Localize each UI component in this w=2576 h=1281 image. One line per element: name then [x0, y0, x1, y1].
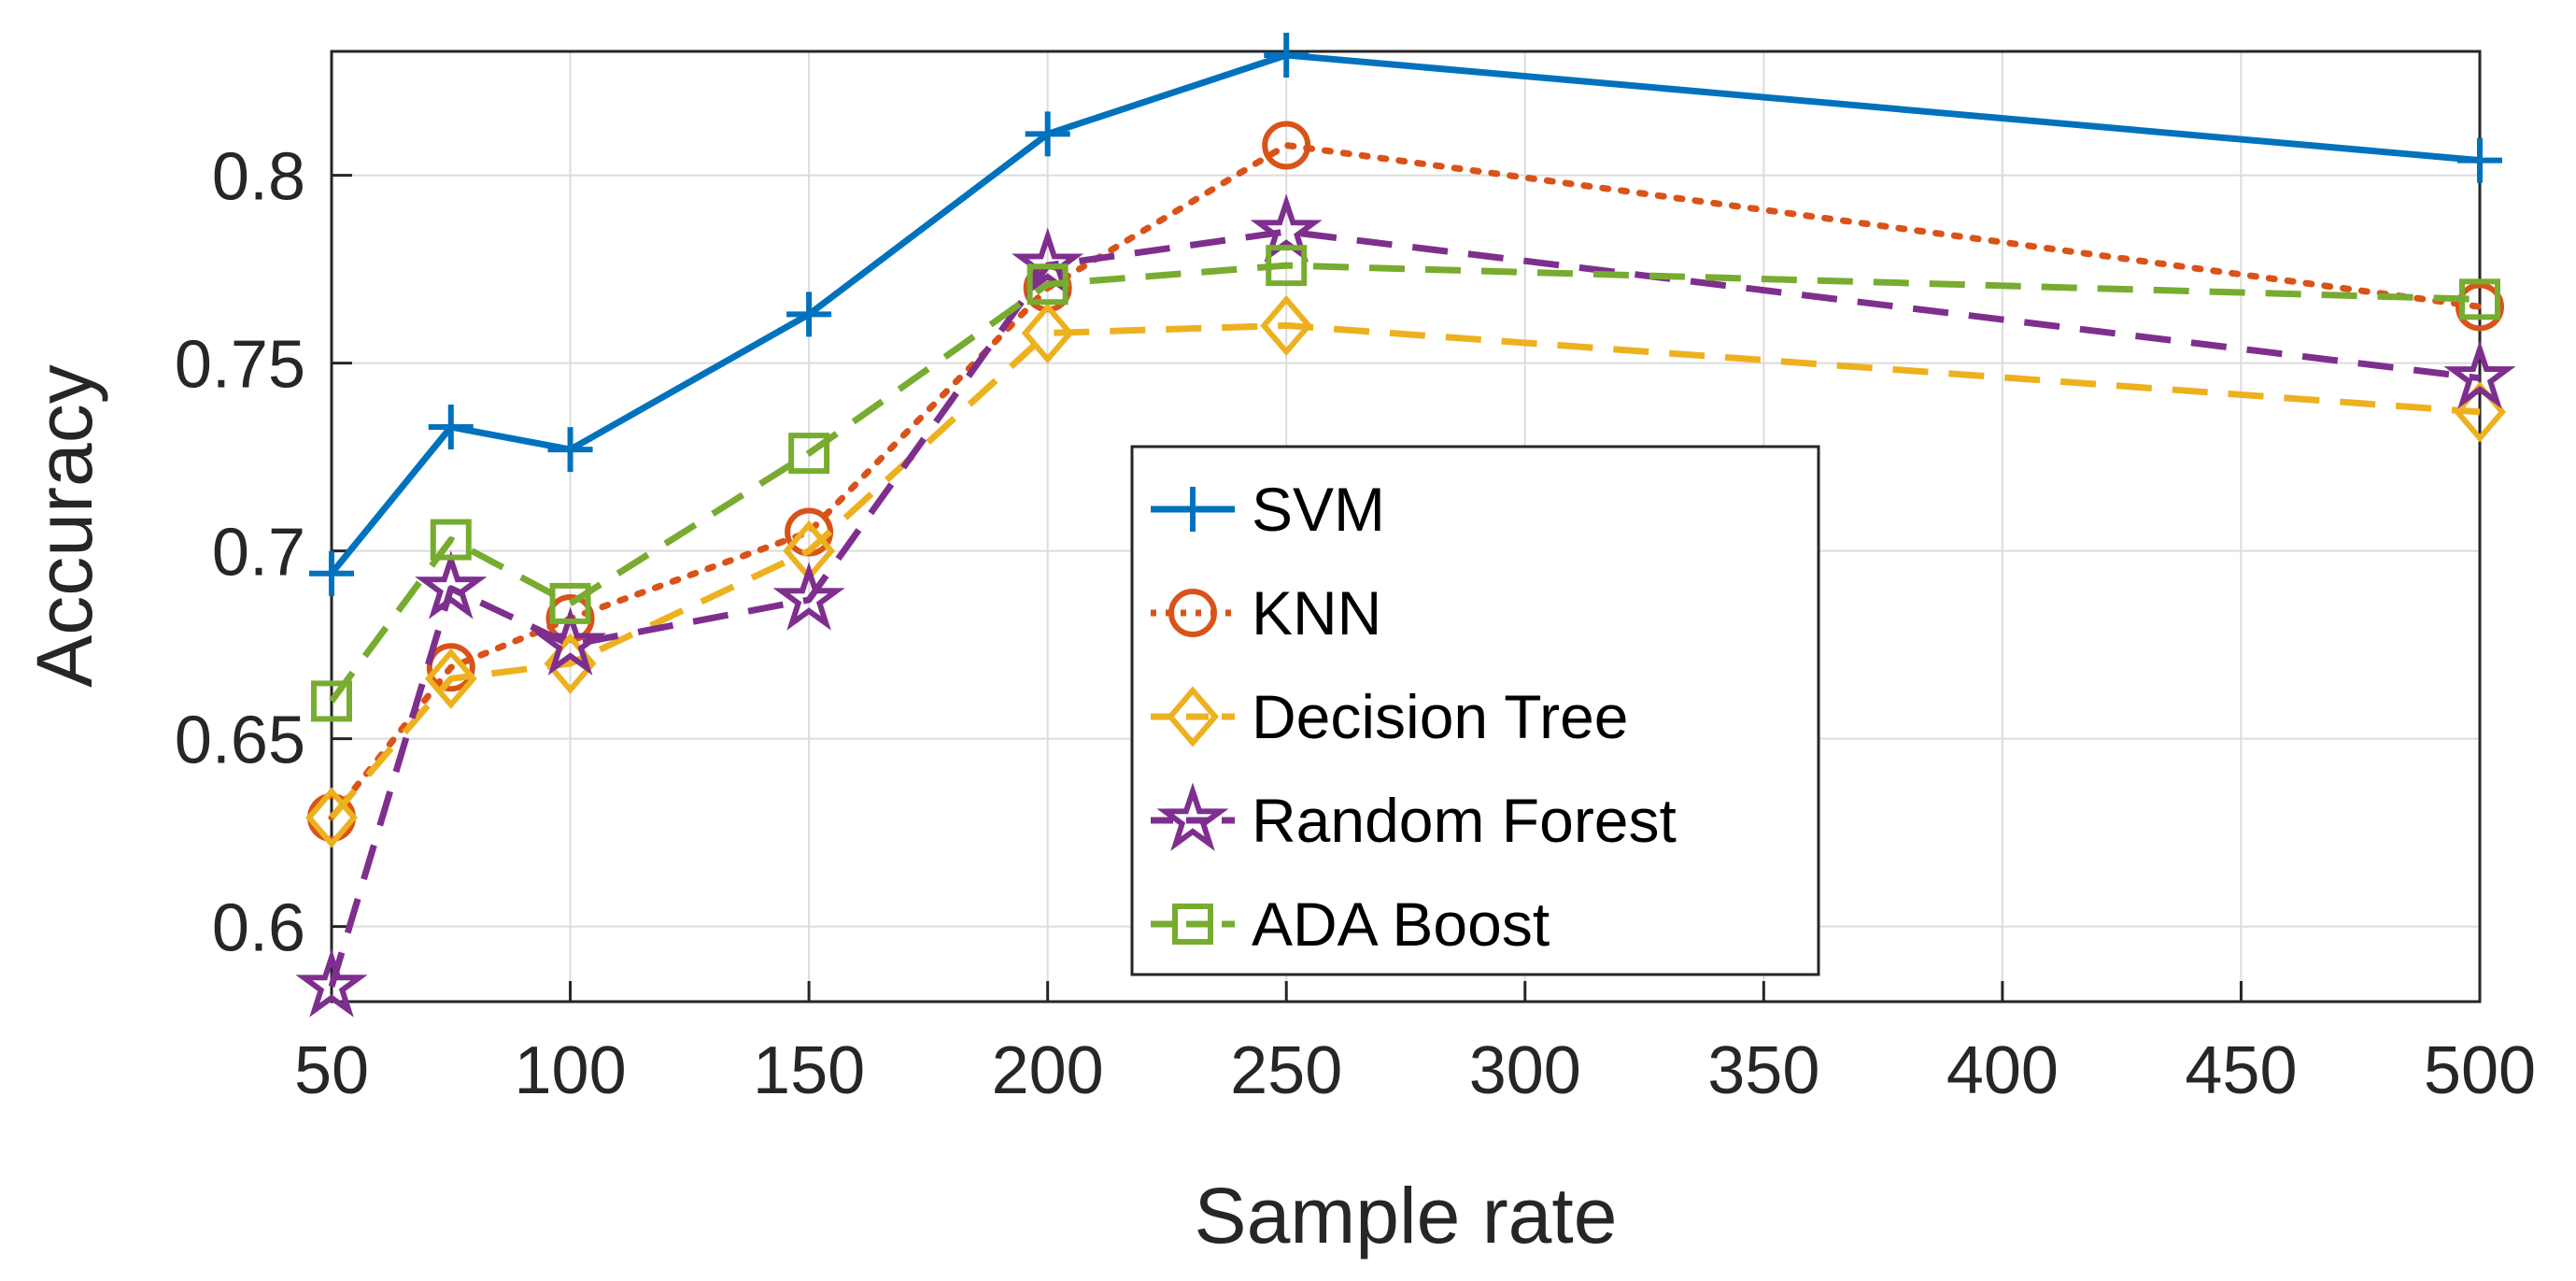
legend-label: SVM — [1252, 475, 1385, 544]
data-point — [1264, 33, 1309, 78]
plot-area — [330, 50, 2482, 1003]
legend-label: Random Forest — [1252, 786, 1677, 855]
y-axis-label: Accuracy — [21, 364, 108, 687]
data-point — [428, 404, 474, 449]
data-point — [1012, 227, 1084, 296]
data-point — [1266, 245, 1308, 287]
legend-item: SVM — [1151, 475, 1385, 544]
data-series — [295, 33, 2516, 1018]
y-axis-ticks: 0.6 0.65 0.7 0.75 0.8 — [175, 140, 352, 966]
data-point — [772, 562, 845, 631]
series-line — [328, 228, 2481, 988]
data-point — [2456, 282, 2504, 332]
legend: SVM KNN Decision Tree Random Forest ADA Boos… — [1130, 445, 1820, 976]
legend-box — [1130, 445, 1820, 976]
legend-marker — [1168, 589, 1217, 637]
series-line — [328, 142, 2484, 821]
data-point — [430, 519, 472, 561]
x-tick-label: 50 — [294, 1033, 369, 1108]
legend-marker — [1156, 782, 1229, 851]
legend-label: Decision Tree — [1252, 682, 1629, 751]
y-tick-label: 0.8 — [212, 140, 305, 215]
data-point — [311, 680, 352, 722]
x-axis-ticks: 50 100 150 200 250 300 350 400 450 500 — [294, 981, 2536, 1108]
x-tick-label: 200 — [992, 1033, 1104, 1108]
legend-marker — [1172, 904, 1213, 945]
x-tick-label: 300 — [1469, 1033, 1581, 1108]
legend-item: Decision Tree — [1151, 682, 1629, 751]
series-line — [329, 262, 2481, 704]
data-point — [549, 582, 591, 624]
data-point — [424, 648, 477, 709]
legend-item: ADA Boost — [1151, 890, 1550, 959]
legend-label: ADA Boost — [1252, 890, 1550, 959]
legend-item: KNN — [1151, 578, 1381, 648]
x-tick-label: 350 — [1707, 1033, 1819, 1108]
data-point — [426, 643, 475, 692]
series-ada-boost — [311, 245, 2500, 722]
y-tick-label: 0.6 — [212, 891, 305, 966]
x-tick-label: 400 — [1946, 1033, 2059, 1108]
legend-marker — [1170, 487, 1215, 532]
series-line — [329, 321, 2481, 820]
x-tick-label: 100 — [514, 1033, 626, 1108]
data-point — [309, 550, 354, 596]
data-point — [786, 292, 832, 337]
data-point — [1250, 193, 1323, 263]
data-point — [788, 433, 830, 475]
data-point — [1025, 111, 1070, 157]
y-tick-label: 0.65 — [175, 704, 305, 778]
legend-marker — [1167, 686, 1219, 747]
x-axis-label: Sample rate — [1195, 1172, 1618, 1260]
data-point — [1026, 263, 1069, 306]
x-tick-label: 250 — [1230, 1033, 1342, 1108]
y-tick-label: 0.75 — [175, 328, 305, 403]
data-point — [415, 550, 488, 619]
data-point — [534, 606, 607, 676]
legend-item: Random Forest — [1151, 782, 1677, 855]
data-point — [295, 948, 368, 1018]
series-random-forest — [295, 193, 2516, 1018]
data-point — [305, 787, 358, 848]
data-point — [1260, 294, 1313, 357]
x-tick-label: 150 — [753, 1033, 865, 1108]
data-point — [2459, 278, 2500, 320]
data-point — [1021, 302, 1074, 364]
data-point — [1262, 121, 1311, 170]
y-tick-label: 0.7 — [212, 516, 305, 591]
series-svm — [309, 33, 2502, 596]
x-tick-label: 450 — [2185, 1033, 2297, 1108]
data-point — [2443, 340, 2516, 409]
legend-label: KNN — [1252, 578, 1381, 648]
x-tick-label: 500 — [2424, 1033, 2536, 1108]
data-point — [547, 427, 593, 473]
data-point — [2457, 137, 2502, 183]
